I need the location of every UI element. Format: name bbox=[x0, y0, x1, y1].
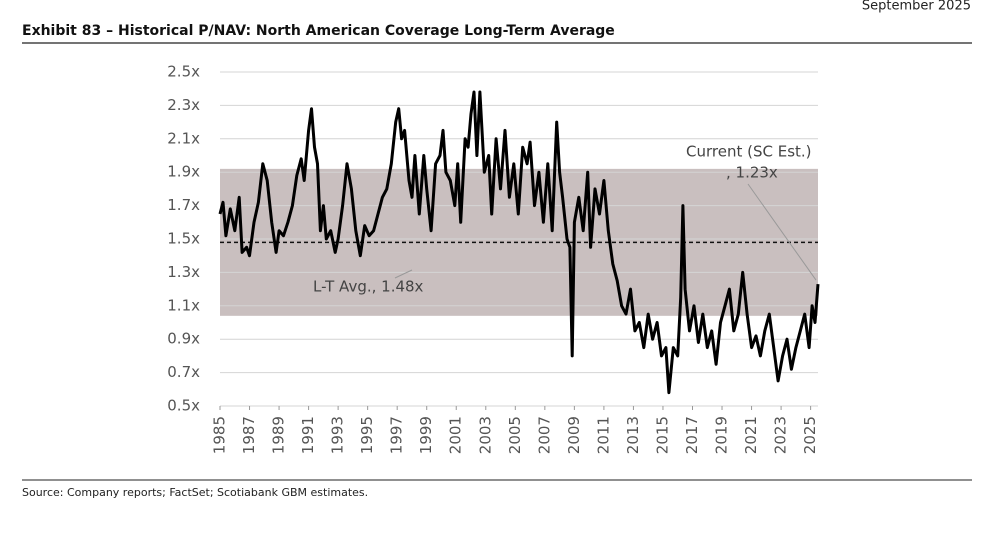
y-tick-label: 1.3x bbox=[167, 263, 200, 281]
x-tick-label: 2015 bbox=[653, 416, 671, 454]
y-tick-label: 1.7x bbox=[167, 196, 200, 214]
annotation: Current (SC Est.) bbox=[686, 143, 812, 161]
x-tick-label: 1989 bbox=[270, 416, 288, 454]
x-tick-label: 2007 bbox=[535, 416, 553, 454]
x-tick-label: 2017 bbox=[683, 416, 701, 454]
source: Source: Company reports; FactSet; Scotia… bbox=[22, 486, 368, 499]
x-tick-label: 2013 bbox=[624, 416, 642, 454]
leader-line bbox=[394, 269, 413, 279]
chart-title: Exhibit 83 – Historical P/NAV: North Ame… bbox=[22, 23, 615, 39]
x-tick-label: 2011 bbox=[594, 416, 612, 454]
x-tick-label: 1999 bbox=[417, 416, 435, 454]
annotation: , 1.23x bbox=[726, 164, 778, 182]
leader-line bbox=[747, 183, 817, 281]
x-tick-label: 2025 bbox=[801, 416, 819, 454]
y-tick-label: 1.9x bbox=[167, 163, 200, 181]
x-tick-label: 1995 bbox=[358, 416, 376, 454]
y-tick-label: 2.3x bbox=[167, 96, 200, 114]
x-tick-label: 2019 bbox=[713, 416, 731, 454]
x-tick-label: 1993 bbox=[329, 416, 347, 454]
x-tick-label: 2023 bbox=[772, 416, 790, 454]
y-tick-label: 2.1x bbox=[167, 129, 200, 147]
x-tick-label: 2003 bbox=[476, 416, 494, 454]
annotation: L-T Avg., 1.48x bbox=[313, 278, 424, 296]
x-tick-label: 1997 bbox=[388, 416, 406, 454]
x-tick-label: 1987 bbox=[240, 416, 258, 454]
y-tick-label: 0.7x bbox=[167, 363, 200, 381]
y-tick-label: 1.5x bbox=[167, 230, 200, 248]
y-tick-label: 2.5x bbox=[167, 63, 200, 81]
x-tick-label: 2005 bbox=[506, 416, 524, 454]
x-tick-label: 1991 bbox=[299, 416, 317, 454]
x-tick-label: 2001 bbox=[447, 416, 465, 454]
x-tick-label: 1985 bbox=[211, 416, 229, 454]
y-tick-label: 0.5x bbox=[167, 397, 200, 415]
y-tick-label: 1.1x bbox=[167, 296, 200, 314]
data-line bbox=[218, 90, 820, 395]
x-tick-label: 2009 bbox=[565, 416, 583, 454]
x-tick-label: 2021 bbox=[742, 416, 760, 454]
y-tick-label: 0.9x bbox=[167, 330, 200, 348]
date: September 2025 bbox=[862, 0, 971, 14]
